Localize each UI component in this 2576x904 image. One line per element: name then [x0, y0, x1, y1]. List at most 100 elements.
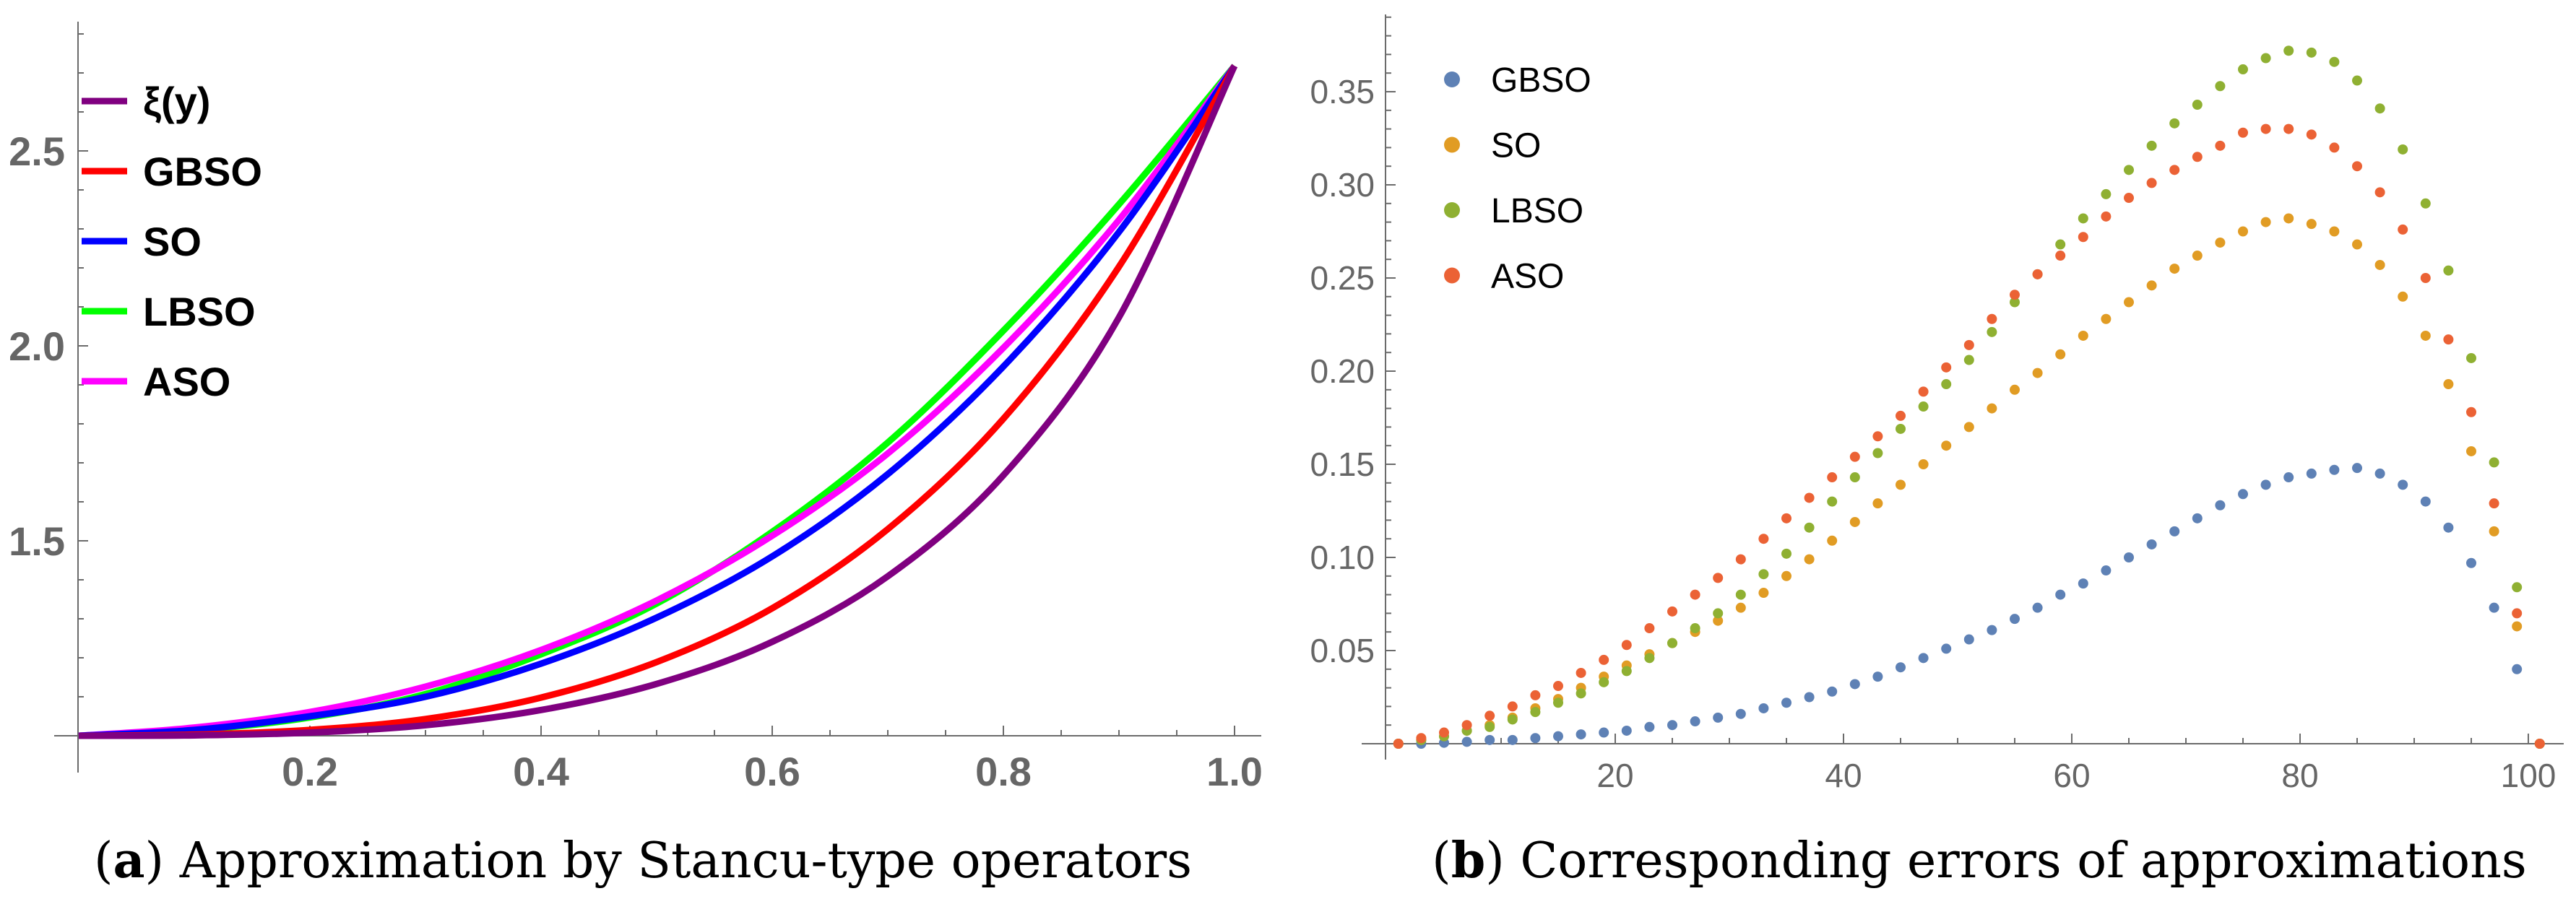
data-point: [1713, 712, 1724, 723]
data-point: [2124, 297, 2134, 308]
data-point: [1804, 522, 1815, 533]
data-point: [2101, 188, 2112, 199]
data-point: [2146, 178, 2157, 188]
data-point: [1849, 472, 1860, 483]
legend-marker: [1444, 267, 1460, 284]
caption-b-text: Corresponding errors of approximations: [1520, 833, 2526, 890]
data-point: [1872, 498, 1883, 509]
data-point: [1644, 653, 1655, 664]
data-point: [2055, 251, 2066, 261]
data-point: [2512, 664, 2523, 674]
data-point: [1804, 692, 1815, 703]
data-point: [2306, 219, 2317, 230]
data-point: [1758, 569, 1769, 580]
data-point: [1987, 403, 1997, 414]
data-point: [2032, 368, 2043, 378]
data-point: [2146, 539, 2157, 549]
data-point: [1941, 643, 1952, 654]
data-point: [2238, 127, 2248, 138]
data-point: [2443, 522, 2454, 533]
data-point: [2306, 468, 2317, 479]
y-tick-label: 2.5: [9, 129, 65, 174]
data-point: [1849, 679, 1860, 690]
data-point: [2398, 479, 2408, 490]
data-point: [1667, 638, 1677, 648]
data-point: [1963, 422, 1974, 433]
data-point: [2192, 251, 2203, 261]
data-point: [2466, 446, 2476, 456]
data-point: [1987, 313, 1997, 324]
legend-label: SO: [1491, 127, 1541, 165]
data-point: [2260, 217, 2271, 227]
data-point: [1484, 721, 1495, 732]
data-point: [2215, 140, 2226, 151]
x-tick-label: 0.4: [513, 749, 569, 794]
data-point: [2010, 384, 2020, 395]
y-tick-label: 0.25: [1310, 259, 1375, 297]
data-point: [2466, 557, 2476, 568]
data-point: [2489, 457, 2499, 468]
data-point: [1735, 708, 1746, 719]
data-point: [2352, 239, 2362, 250]
data-point: [2466, 407, 2476, 417]
data-point: [1941, 440, 1952, 451]
data-point: [1872, 672, 1883, 682]
y-tick-label: 0.30: [1310, 166, 1375, 204]
data-point: [2443, 379, 2454, 390]
data-point: [2329, 142, 2340, 153]
data-point: [1644, 623, 1655, 634]
data-point: [2466, 352, 2476, 363]
data-point: [1713, 608, 1724, 619]
legend-label: LBSO: [1491, 192, 1583, 230]
data-point: [1918, 401, 1929, 412]
data-point: [2169, 264, 2180, 274]
data-point: [1963, 355, 1974, 365]
legend-label: SO: [143, 219, 202, 264]
data-point: [2078, 213, 2088, 224]
x-tick-label: 0.8: [975, 749, 1032, 794]
caption-a-label: a: [113, 832, 144, 890]
legend-label: ASO: [1491, 258, 1564, 296]
data-point: [2146, 280, 2157, 291]
data-point: [2283, 45, 2294, 56]
data-point: [1896, 410, 1906, 421]
data-point: [1599, 727, 1609, 738]
data-point: [1644, 721, 1655, 732]
data-point: [1690, 623, 1700, 634]
data-point: [1461, 720, 1472, 731]
data-point: [2398, 144, 2408, 155]
data-point: [1667, 720, 1677, 731]
x-tick-label: 40: [1825, 757, 1862, 794]
data-point: [1872, 431, 1883, 442]
data-point: [1507, 714, 1518, 725]
data-point: [1735, 602, 1746, 613]
x-tick-label: 60: [2053, 757, 2090, 794]
data-point: [1872, 448, 1883, 458]
data-point: [2078, 578, 2088, 589]
data-point: [2329, 56, 2340, 67]
data-point: [1896, 479, 1906, 490]
data-point: [2010, 290, 2020, 300]
data-point: [1690, 716, 1700, 727]
data-point: [2420, 273, 2431, 283]
data-point: [1781, 570, 1791, 581]
data-point: [1530, 690, 1541, 700]
y-tick-label: 0.15: [1310, 446, 1375, 483]
data-point: [2260, 479, 2271, 490]
data-point: [2010, 297, 2020, 308]
data-point: [2352, 463, 2362, 474]
legend-marker: [1444, 71, 1460, 87]
series-gbso: [1393, 463, 2545, 749]
series-line-aso: [78, 64, 1237, 739]
data-point: [2443, 334, 2454, 345]
data-point: [1690, 589, 1700, 600]
data-point: [2101, 313, 2112, 324]
data-point: [2124, 193, 2134, 204]
data-point: [1918, 386, 1929, 397]
data-point: [1758, 588, 1769, 599]
data-point: [2489, 498, 2499, 509]
data-point: [1827, 686, 1838, 697]
data-point: [2215, 237, 2226, 248]
y-tick-label: 0.10: [1310, 539, 1375, 576]
